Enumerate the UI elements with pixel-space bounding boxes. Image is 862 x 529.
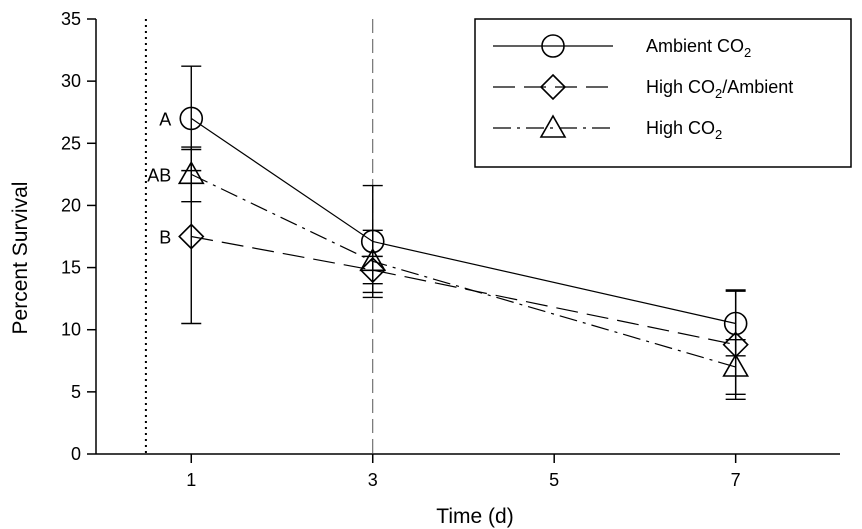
data-point <box>177 160 205 185</box>
data-point <box>179 106 204 131</box>
y-axis-title: Percent Survival <box>9 182 32 335</box>
x-tick-label: 1 <box>186 470 196 490</box>
legend-marker <box>541 34 565 58</box>
significance-label: A <box>159 109 171 129</box>
x-tick-label: 7 <box>731 470 741 490</box>
y-tick-label: 20 <box>61 195 81 215</box>
series-diamond <box>178 148 749 401</box>
legend-marker <box>539 114 567 138</box>
legend-label: High CO2/Ambient <box>646 77 793 101</box>
legend-item: Ambient CO2 <box>493 34 751 60</box>
y-tick-label: 15 <box>61 258 81 278</box>
x-axis-title: Time (d) <box>436 505 513 528</box>
legend-item: High CO2/Ambient <box>493 73 793 101</box>
reference-lines <box>144 19 374 454</box>
y-tick-label: 5 <box>71 382 81 402</box>
y-tick-label: 0 <box>71 444 81 464</box>
data-point <box>359 247 387 272</box>
legend: Ambient CO2 High CO2/Ambient High CO2 <box>474 18 852 168</box>
y-tick-label: 10 <box>61 320 81 340</box>
y-tick-label: 35 <box>61 9 81 29</box>
legend-label: High CO2 <box>646 118 722 142</box>
data-point <box>722 353 750 377</box>
series-layer <box>177 65 750 401</box>
annotations: A AB B <box>147 109 171 247</box>
legend-item: High CO2 <box>493 114 722 142</box>
legend-box <box>474 18 852 168</box>
significance-label: B <box>159 228 171 248</box>
data-point <box>178 223 205 250</box>
series-line <box>191 173 736 368</box>
legend-marker <box>539 73 567 101</box>
y-tick-label: 25 <box>61 133 81 153</box>
legend-label: Ambient CO2 <box>646 36 751 60</box>
y-tick-label: 30 <box>61 71 81 91</box>
series-line <box>191 235 736 346</box>
x-tick-label: 3 <box>368 470 378 490</box>
x-tick-label: 5 <box>549 470 559 490</box>
series-triangle <box>177 146 750 396</box>
significance-label: AB <box>147 165 171 185</box>
